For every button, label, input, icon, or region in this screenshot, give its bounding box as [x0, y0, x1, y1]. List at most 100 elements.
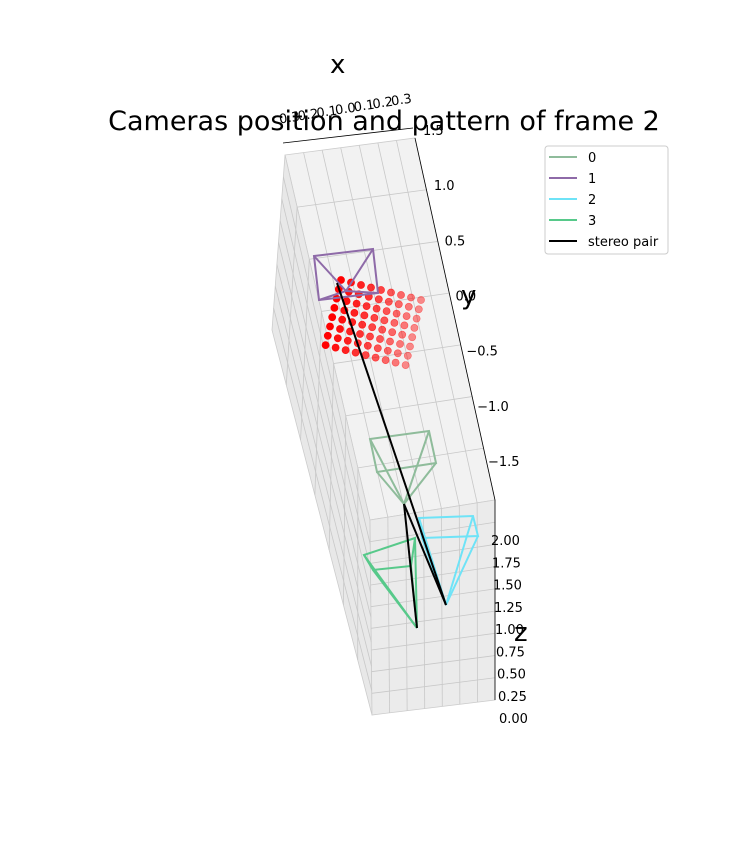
- pattern-point: [394, 300, 403, 309]
- x-tick-label: 0.0: [334, 101, 357, 119]
- pattern-point: [358, 320, 367, 329]
- pattern-point: [362, 302, 371, 310]
- y-tick-label: −1.5: [488, 455, 520, 470]
- grid-line: [281, 198, 371, 569]
- pattern-point: [371, 353, 380, 362]
- pattern-point: [382, 307, 391, 315]
- y-tick-label: −1.0: [477, 400, 509, 415]
- camera-3-edge: [414, 537, 418, 629]
- pattern-point: [391, 358, 400, 367]
- stereo-pair-line: [336, 282, 447, 606]
- pattern-point: [388, 328, 397, 337]
- pattern-point: [321, 341, 330, 349]
- pattern-point: [337, 276, 345, 284]
- pattern-point: [350, 308, 359, 317]
- y-axis-label: y: [461, 281, 476, 311]
- z-tick-label: 1.00: [495, 623, 524, 638]
- pattern-point: [414, 305, 423, 314]
- grid-line: [370, 544, 496, 564]
- z-tick-labels: 2.00 1.75 1.50 1.25 1.00 0.75 0.50 0.25 0.00: [491, 534, 528, 727]
- grid-line: [273, 308, 373, 691]
- legend-label: 2: [588, 193, 596, 208]
- y-tick-label: 1.5: [423, 124, 444, 139]
- grid-line: [371, 677, 496, 694]
- pattern-point: [360, 311, 369, 320]
- camera-1-edge: [313, 255, 347, 292]
- stereo-pair-line: [403, 503, 418, 629]
- pattern-point: [333, 334, 342, 343]
- pattern-point: [397, 291, 405, 299]
- grid-line: [278, 242, 372, 618]
- pattern-point: [404, 302, 413, 311]
- pattern-point: [380, 316, 389, 325]
- pattern-point: [378, 325, 387, 334]
- x-tick-label: 0.3: [278, 110, 301, 128]
- pattern-point: [370, 313, 379, 322]
- camera-2-edge: [445, 515, 474, 606]
- grid-line: [387, 517, 390, 713]
- grid-line: [370, 588, 496, 608]
- pattern-point: [374, 295, 383, 304]
- y-tick-label: −0.5: [466, 345, 498, 360]
- grid-lines: [273, 140, 496, 713]
- legend-label: 3: [588, 214, 596, 229]
- pattern-point: [417, 296, 425, 304]
- camera-1-edge: [345, 248, 374, 292]
- pattern-point: [357, 281, 365, 289]
- x-tick-label: 0.3: [390, 92, 413, 110]
- x-tick-label: 0.1: [353, 98, 376, 116]
- legend: 0 1 2 3 stereo pair: [544, 145, 669, 255]
- grid-line: [371, 632, 496, 651]
- camera-1: [312, 247, 380, 302]
- pattern-point: [372, 304, 381, 313]
- x-tick-label: 0.2: [297, 107, 320, 125]
- pattern-point: [403, 351, 412, 360]
- pattern-point: [351, 348, 360, 357]
- y-tick-label: 0.0: [456, 290, 477, 305]
- pattern-point: [338, 315, 347, 324]
- grid-line: [396, 140, 478, 503]
- grid-line: [377, 142, 460, 506]
- grid-line: [345, 396, 473, 417]
- pattern-point: [410, 323, 419, 332]
- pattern-point: [352, 299, 361, 308]
- pattern-point: [386, 337, 394, 346]
- z-tick-label: 1.25: [494, 601, 523, 616]
- pattern-point: [398, 330, 407, 339]
- pattern-point: [330, 303, 339, 312]
- pattern-point: [328, 313, 337, 322]
- grid-line: [282, 176, 371, 545]
- pattern-point: [363, 341, 372, 350]
- grid-line: [321, 150, 407, 515]
- pattern-point: [336, 325, 344, 333]
- camera-1-edge: [318, 290, 347, 301]
- z-tick-label: 0.25: [498, 690, 527, 705]
- camera-0-edge: [376, 471, 405, 505]
- x-tick-label: 0.1: [316, 104, 339, 122]
- pattern-point: [323, 331, 332, 340]
- grid-line: [371, 655, 496, 673]
- pattern-point: [392, 309, 401, 318]
- pattern-point: [376, 335, 384, 343]
- z-tick-label: 1.75: [492, 556, 521, 571]
- pattern-point: [402, 312, 411, 320]
- y-axis-line: [414, 137, 496, 501]
- grid-line: [371, 610, 496, 629]
- pattern-point: [326, 322, 334, 331]
- chart-title: Cameras position and pattern of frame 2: [108, 106, 660, 137]
- grid-line: [458, 505, 461, 705]
- z-tick-label: 0.00: [499, 712, 528, 727]
- y-tick-label: 1.0: [434, 179, 455, 194]
- pattern-point: [343, 336, 352, 345]
- z-tick-label: 0.50: [497, 668, 526, 683]
- x-axis-label: x: [330, 50, 345, 80]
- grid-line: [370, 521, 496, 543]
- legend-label: 1: [588, 172, 596, 187]
- grid-line: [358, 145, 442, 509]
- pattern-point: [366, 332, 374, 341]
- pattern-point: [367, 283, 375, 292]
- z-tick-label: 2.00: [491, 534, 520, 549]
- pattern-point: [383, 346, 392, 355]
- z-tick-label: 1.50: [493, 579, 522, 594]
